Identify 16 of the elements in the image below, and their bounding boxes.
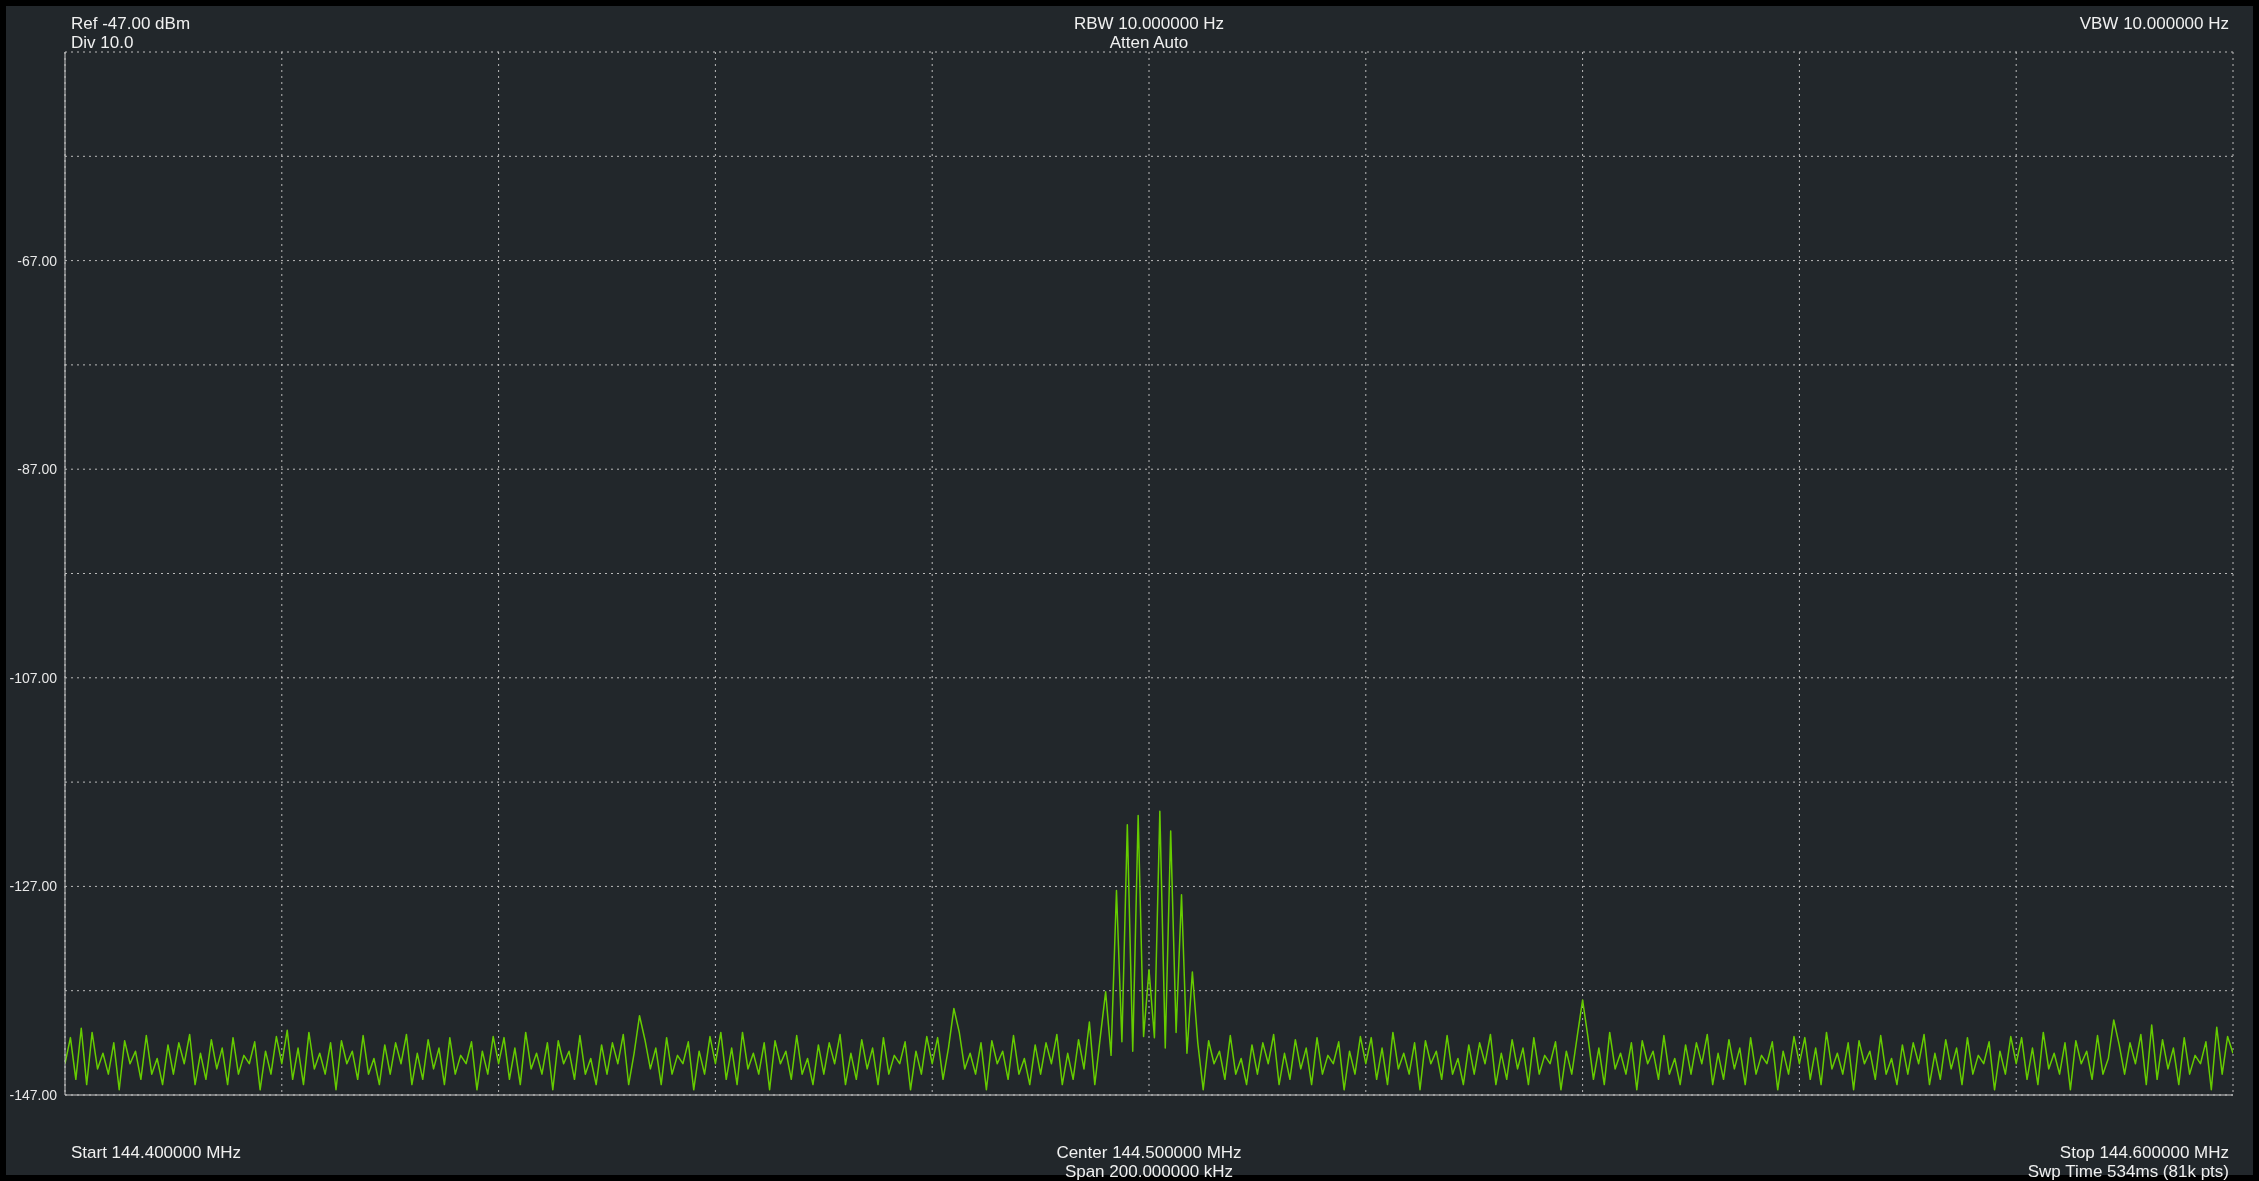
y-tick-label: -127.00 — [9, 878, 58, 895]
text: VBW 10.000000 Hz — [2079, 14, 2229, 33]
y-tick-label: -87.00 — [17, 461, 58, 478]
y-tick-label: -67.00 — [17, 252, 58, 269]
text: Span 200.000000 kHz — [1064, 1162, 1234, 1181]
annotation: Div 10.0 — [71, 33, 134, 52]
line-series — [65, 810, 2233, 1091]
text: Swp Time 534ms (81k pts) — [2027, 1162, 2229, 1181]
text: Center 144.500000 MHz — [1056, 1143, 1242, 1162]
text: Stop 144.600000 MHz — [2059, 1143, 2229, 1162]
y-tick-label: -107.00 — [9, 669, 58, 686]
text: RBW 10.000000 Hz — [1073, 14, 1225, 33]
y-tick-label: -147.00 — [9, 1086, 58, 1103]
text: Start 144.400000 MHz — [71, 1143, 242, 1162]
annotation: Atten Auto — [1109, 33, 1189, 52]
text: Ref -47.00 dBm — [71, 14, 191, 33]
